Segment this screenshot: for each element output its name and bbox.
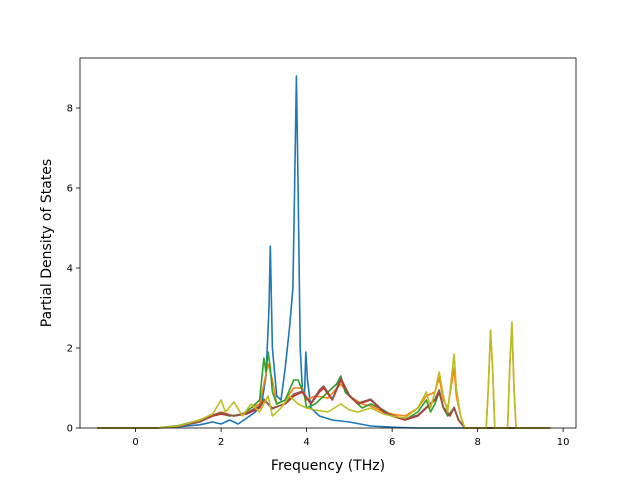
series-line-6 xyxy=(97,321,551,429)
x-axis: 0 2 4 6 8 10 xyxy=(132,428,570,448)
x-tick-label: 8 xyxy=(474,437,480,448)
x-tick-label: 6 xyxy=(389,437,395,448)
y-tick-label: 8 xyxy=(67,104,73,115)
x-tick-label: 4 xyxy=(303,437,309,448)
y-tick-label: 6 xyxy=(67,184,73,195)
y-axis: 0 2 4 6 8 xyxy=(67,104,80,435)
plot-frame xyxy=(79,57,577,429)
x-tick-label: 2 xyxy=(218,437,224,448)
series-line-5 xyxy=(97,377,551,429)
y-tick-label: 0 xyxy=(67,424,73,435)
series-line-1 xyxy=(97,75,551,429)
x-tick-label: 0 xyxy=(132,437,138,448)
y-tick-label: 4 xyxy=(67,264,73,275)
plot-area xyxy=(80,58,576,428)
y-axis-label: Partial Density of States xyxy=(39,159,55,327)
x-axis-label: Frequency (THz) xyxy=(271,458,385,474)
y-tick-label: 2 xyxy=(67,344,73,355)
series-layer xyxy=(97,75,551,429)
x-tick-label: 10 xyxy=(557,437,570,448)
